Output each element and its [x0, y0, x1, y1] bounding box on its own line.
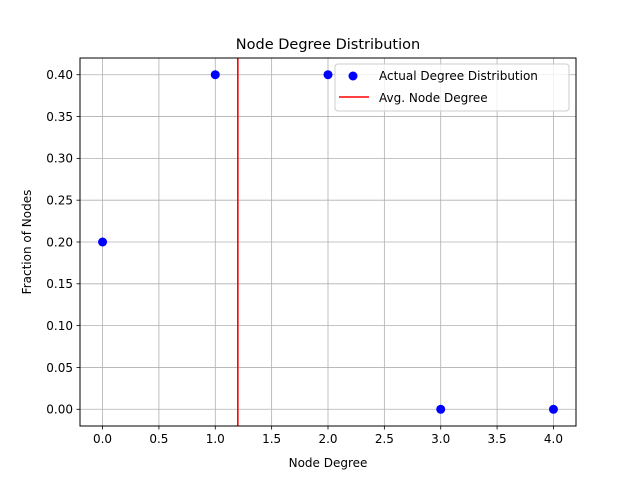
x-axis-label: Node Degree [289, 456, 368, 470]
x-tick-label: 1.5 [262, 432, 281, 446]
x-tick-label: 2.0 [318, 432, 337, 446]
grid [80, 58, 576, 426]
y-tick-label: 0.05 [46, 361, 73, 375]
legend-box [334, 63, 570, 112]
legend-label-avg-node-degree: Avg. Node Degree [379, 91, 488, 105]
y-tick-label: 0.40 [46, 68, 73, 82]
scatter-point [98, 237, 108, 247]
chart-title: Node Degree Distribution [236, 37, 420, 53]
x-tick-label: 4.0 [544, 432, 563, 446]
legend-label-actual-degree-distribution: Actual Degree Distribution [379, 69, 538, 83]
y-axis-label: Fraction of Nodes [20, 190, 34, 295]
x-tick-label: 0.0 [93, 432, 112, 446]
scatter-point [436, 404, 446, 414]
y-tick-label: 0.30 [46, 152, 73, 166]
x-tick-label: 3.0 [431, 432, 450, 446]
scatter-point [323, 70, 333, 80]
plot-marks [98, 58, 558, 426]
x-tick-label: 3.5 [488, 432, 507, 446]
y-tick-label: 0.15 [46, 277, 73, 291]
y-tick-label: 0.00 [46, 403, 73, 417]
scatter-point [548, 404, 558, 414]
legend-marker-scatter [348, 71, 358, 81]
x-tick-label: 1.0 [206, 432, 225, 446]
y-tick-label: 0.10 [46, 319, 73, 333]
y-tick-label: 0.25 [46, 193, 73, 207]
legend: Actual Degree Distribution Avg. Node Deg… [334, 63, 570, 112]
axis-ticks: 0.0 0.5 1.0 1.5 2.0 2.5 3.0 3.5 4.0 0.00 0.05 0.10 0… [46, 68, 563, 446]
y-tick-label: 0.20 [46, 235, 73, 249]
x-tick-label: 0.5 [149, 432, 168, 446]
x-tick-label: 2.5 [375, 432, 394, 446]
y-tick-label: 0.35 [46, 110, 73, 124]
scatter-point [210, 70, 220, 80]
